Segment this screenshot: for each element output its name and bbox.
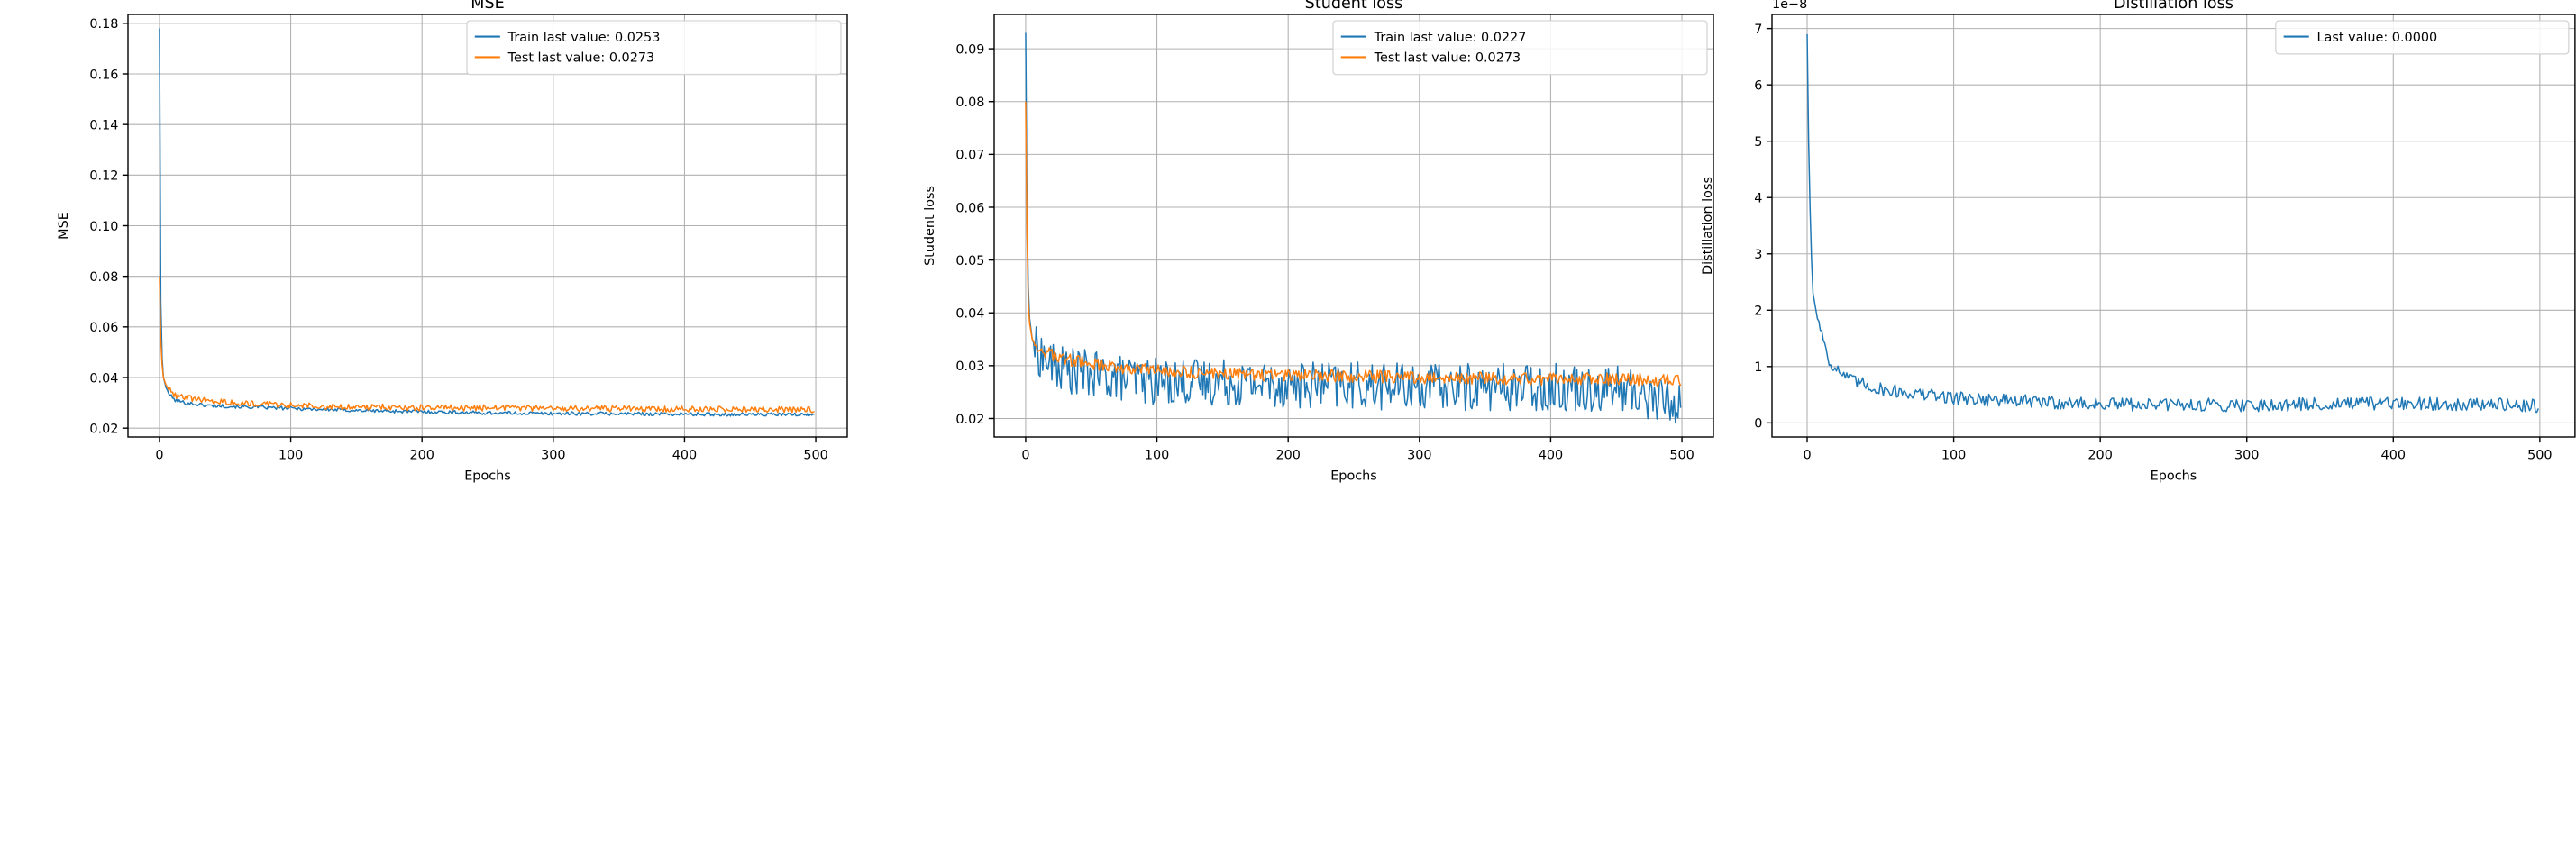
y-tick-label: 5 [1754, 135, 1762, 150]
y-tick-label: 0.09 [955, 42, 984, 57]
y-tick-label: 4 [1754, 192, 1762, 206]
x-tick-label: 500 [803, 449, 827, 463]
series-line-1 [159, 28, 815, 417]
legend-box [1332, 20, 1708, 76]
axes-frame [1771, 14, 2576, 438]
y-tick-label: 7 [1754, 23, 1762, 37]
y-tick-label: 0.14 [89, 118, 118, 132]
legend-box [466, 20, 842, 76]
x-tick-label: 200 [409, 449, 434, 463]
x-tick-label: 400 [672, 449, 697, 463]
y-tick-label: 0.02 [955, 413, 984, 427]
y-axis-label: Student loss [923, 186, 937, 266]
x-tick-label: 100 [279, 449, 303, 463]
y-tick-label: 0.04 [955, 307, 984, 322]
y-tick-label: 6 [1754, 78, 1762, 93]
y-tick-label: 3 [1754, 248, 1762, 262]
x-tick-label: 500 [2527, 449, 2552, 463]
legend-label: Train last value: 0.0227 [1374, 31, 1527, 45]
x-tick-label: 300 [2234, 449, 2259, 463]
x-axis-label: Epochs [464, 469, 511, 483]
series-line-1 [1025, 32, 1682, 423]
chart-title: Distillation loss [2114, 0, 2233, 13]
chart-panel-1: 0 100 200 300 400 500 0.02 0.04 0.06 0.08 0.10 0.12… [57, 0, 848, 483]
axes-frame [993, 14, 1714, 438]
series-line-2 [159, 276, 815, 414]
chart-title: MSE [470, 0, 504, 13]
chart-panel-3: 0 100 200 300 400 500 0 1 2 3 4 5 6 7 1e−8 Distillation… [1701, 0, 2576, 483]
x-tick-label: 300 [541, 449, 565, 463]
y-tick-label: 0.10 [89, 220, 118, 234]
y-tick-label: 0 [1754, 417, 1762, 432]
y-tick-label: 0.03 [955, 360, 984, 374]
x-tick-label: 200 [1275, 449, 1300, 463]
legend-label: Test last value: 0.0273 [1374, 51, 1521, 66]
y-tick-label: 0.12 [89, 169, 118, 184]
x-tick-label: 400 [2381, 449, 2406, 463]
y-tick-label: 0.07 [955, 149, 984, 163]
y-axis-label: MSE [57, 212, 71, 240]
y-tick-label: 0.08 [89, 270, 118, 285]
x-tick-label: 500 [1669, 449, 1694, 463]
legend-label: Last value: 0.0000 [2317, 31, 2438, 45]
y-tick-label: 0.06 [955, 201, 984, 215]
legend: Train last value: 0.0253 Test last value:… [466, 20, 842, 76]
x-axis-label: Epochs [1330, 469, 1377, 483]
legend-label: Train last value: 0.0253 [507, 31, 661, 45]
x-tick-label: 100 [1941, 449, 1966, 463]
series-line-1 [1806, 33, 2539, 414]
y-tick-label: 1 [1754, 360, 1762, 375]
axis-offset-text: 1e−8 [1772, 0, 1807, 12]
x-axis-label: Epochs [2151, 469, 2197, 483]
legend-box [2275, 20, 2570, 55]
y-tick-label: 0.04 [89, 371, 118, 386]
legend-label: Test last value: 0.0273 [507, 51, 655, 66]
x-tick-label: 300 [1407, 449, 1431, 463]
figure-root: 0 100 200 300 400 5000.020.040.060.080.100.12… [57, 0, 2576, 483]
x-tick-label: 0 [155, 449, 163, 463]
y-tick-label: 0.06 [89, 321, 118, 335]
x-tick-label: 0 [1021, 449, 1029, 463]
x-tick-label: 100 [1145, 449, 1169, 463]
series-line-2 [1025, 101, 1682, 387]
chart-title: Student loss [1305, 0, 1403, 13]
y-axis-label: Distillation loss [1701, 177, 1715, 275]
y-tick-label: 0.02 [89, 422, 118, 436]
x-tick-label: 0 [1803, 449, 1811, 463]
y-tick-label: 0.18 [89, 17, 118, 32]
y-tick-label: 0.08 [955, 96, 984, 110]
x-tick-label: 200 [2087, 449, 2112, 463]
y-tick-label: 0.16 [89, 68, 118, 82]
x-tick-label: 400 [1539, 449, 1563, 463]
legend: Last value: 0.0000 [2275, 20, 2570, 55]
y-tick-label: 0.05 [955, 254, 984, 269]
chart-panel-2: 0 100 200 300 400 500 0.02 0.03 0.04 0.05 0.06 0.07… [923, 0, 1714, 483]
legend: Train last value: 0.0227 Test last value:… [1332, 20, 1708, 76]
y-tick-label: 2 [1754, 305, 1762, 319]
